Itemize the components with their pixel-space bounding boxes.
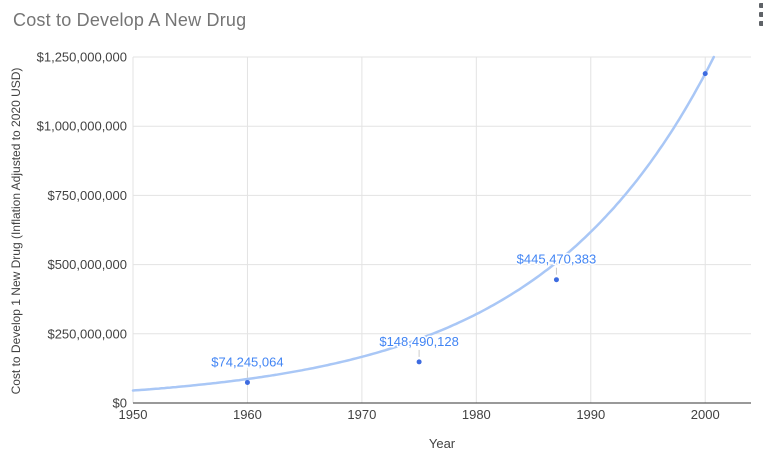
y-tick-label: $0 xyxy=(113,396,127,411)
x-tick-label: 1990 xyxy=(576,407,605,422)
x-tick-label: 2000 xyxy=(691,407,720,422)
x-tick-label: 1960 xyxy=(233,407,262,422)
data-point-label: $74,245,064 xyxy=(211,354,283,369)
y-axis-title: Cost to Develop 1 New Drug (Inflation Ad… xyxy=(9,67,23,395)
data-point-label: $445,470,383 xyxy=(517,252,597,267)
x-tick-label: 1950 xyxy=(119,407,148,422)
chart-title: Cost to Develop A New Drug xyxy=(13,10,247,30)
x-tick-label: 1970 xyxy=(347,407,376,422)
ellipsis-dot xyxy=(759,3,763,8)
data-point-label: $148,490,128 xyxy=(379,334,459,349)
trendline-curve xyxy=(131,55,716,392)
data-point[interactable] xyxy=(416,359,422,365)
more-options-icon[interactable] xyxy=(759,3,763,26)
ellipsis-dot xyxy=(759,21,763,26)
data-point[interactable] xyxy=(553,277,559,283)
y-tick-label: $1,000,000,000 xyxy=(37,119,127,134)
y-tick-label: $250,000,000 xyxy=(47,326,127,341)
y-tick-label: $500,000,000 xyxy=(47,257,127,272)
ellipsis-dot xyxy=(759,12,763,17)
x-tick-label: 1980 xyxy=(462,407,491,422)
data-point[interactable] xyxy=(244,379,250,385)
y-tick-label: $1,250,000,000 xyxy=(37,50,127,65)
x-axis-title: Year xyxy=(428,436,456,451)
y-tick-label: $750,000,000 xyxy=(47,188,127,203)
data-point[interactable] xyxy=(702,71,708,77)
